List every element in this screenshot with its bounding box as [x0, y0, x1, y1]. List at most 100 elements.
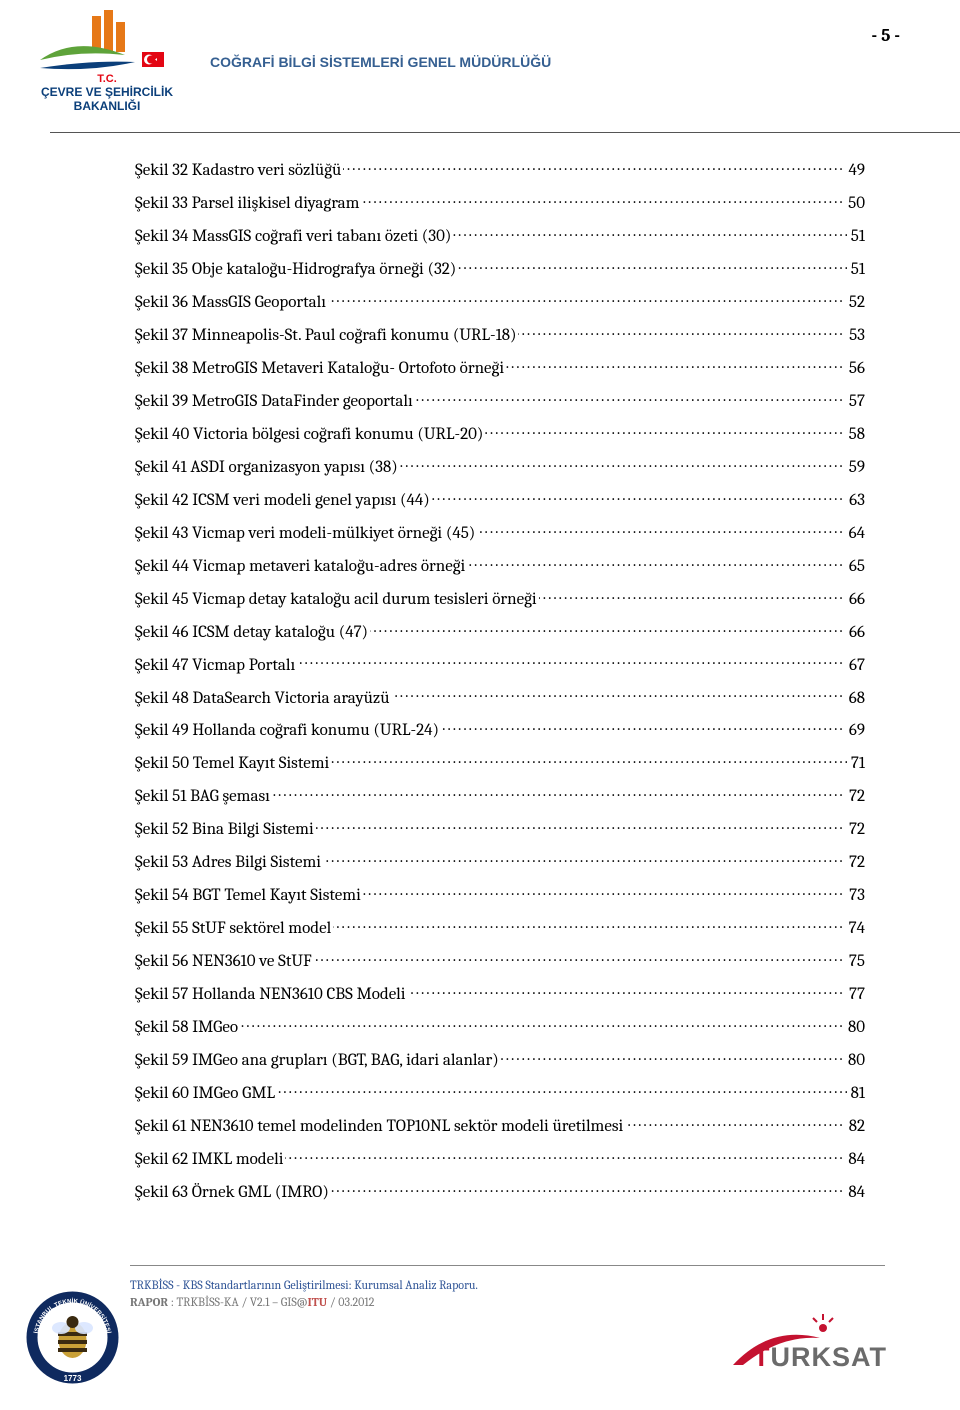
toc-entry[interactable]: 51Şekil 34 MassGIS coğrafi veri tabanı ö… [135, 221, 865, 254]
toc-page: 84 [844, 1144, 865, 1177]
toc-page: 53 [845, 320, 865, 353]
header-title: COĞRAFİ BİLGİ SİSTEMLERİ GENEL MÜDÜRLÜĞÜ [210, 54, 551, 70]
toc-page: 51 [847, 221, 865, 254]
toc-entry[interactable]: 69Şekil 49 Hollanda coğrafi konumu (URL-… [135, 715, 865, 748]
toc-page: 50 [844, 188, 865, 221]
toc-label: Şekil 57 Hollanda NEN3610 CBS Modeli [135, 985, 408, 1004]
svg-text:BAKANLIĞI: BAKANLIĞI [74, 98, 141, 113]
toc-entry[interactable]: 51 Şekil 35 Obje kataloğu-Hidrografya örn… [135, 254, 865, 287]
toc-entry[interactable]: 73Şekil 54 BGT Temel Kayıt Sistemi......… [135, 880, 865, 913]
toc-page: 77 [845, 979, 865, 1012]
toc-page: 66 [845, 584, 865, 617]
toc-label: Şekil 59 IMGeo ana grupları (BGT, BAG, i… [135, 1051, 501, 1070]
toc-label: Şekil 38 MetroGIS Metaveri Kataloğu- Ort… [135, 359, 506, 378]
toc-entry[interactable]: 52Şekil 36 MassGIS Geoportalı...........… [135, 287, 865, 320]
toc-entry[interactable]: 72Şekil 53 Adres Bilgi Sistemi..........… [135, 847, 865, 880]
rapor-label: RAPOR [130, 1295, 168, 1309]
toc-label: Şekil 33 Parsel ilişkisel diyagram [135, 194, 361, 213]
toc-entry[interactable]: 67Şekil 47 Vicmap Portalı...............… [135, 650, 865, 683]
toc-label: Şekil 43 Vicmap veri modeli-mülkiyet örn… [135, 524, 477, 543]
toc-page: 82 [845, 1111, 865, 1144]
toc-page: 68 [845, 683, 865, 716]
toc-label: Şekil 45 Vicmap detay kataloğu acil duru… [135, 590, 539, 609]
page-header: T.C. ÇEVRE VE ŞEHİRCİLİK BAKANLIĞI COĞRA… [0, 0, 960, 140]
toc-label: Şekil 50 Temel Kayıt Sistemi [135, 754, 331, 773]
toc-entry[interactable]: 66 Şekil 45 Vicmap detay kataloğu acil du… [135, 584, 865, 617]
toc-entry[interactable]: 75Şekil 56 NEN3610 ve StUF..............… [135, 946, 865, 979]
ministry-logo: T.C. ÇEVRE VE ŞEHİRCİLİK BAKANLIĞI [20, 10, 195, 125]
toc-page: 49 [845, 155, 866, 188]
toc-entry[interactable]: 80Şekil 58 IMGeo........................… [135, 1012, 865, 1045]
toc-label: Şekil 48 DataSearch Victoria arayüzü [135, 689, 392, 708]
itu-logo: İSTANBUL TEKNİK ÜNİVERSİTESİ 1773 [25, 1290, 120, 1385]
toc-page: 72 [845, 814, 865, 847]
toc-entry[interactable]: 53 Şekil 37 Minneapolis-St. Paul coğrafi … [135, 320, 865, 353]
toc-label: Şekil 40 Victoria bölgesi coğrafi konumu… [135, 425, 485, 444]
toc-page: 72 [845, 781, 865, 814]
toc-entry[interactable]: 57 Şekil 39 MetroGIS DataFinder geoportal… [135, 386, 865, 419]
toc-page: 81 [847, 1078, 865, 1111]
svg-text:T.C.: T.C. [97, 73, 117, 85]
toc-label: Şekil 52 Bina Bilgi Sistemi [135, 820, 316, 839]
toc-entry[interactable]: 82Şekil 61 NEN3610 temel modelinden TOP1… [135, 1111, 865, 1144]
toc-page: 56 [845, 353, 865, 386]
page: T.C. ÇEVRE VE ŞEHİRCİLİK BAKANLIĞI COĞRA… [0, 0, 960, 1410]
toc-label: Şekil 41 ASDI organizasyon yapısı (38) [135, 458, 400, 477]
toc-entry[interactable]: 63Şekil 42 ICSM veri modeli genel yapısı… [135, 485, 865, 518]
toc-entry[interactable]: 77Şekil 57 Hollanda NEN3610 CBS Modeli..… [135, 979, 865, 1012]
toc-label: Şekil 35 Obje kataloğu-Hidrografya örneğ… [135, 260, 458, 279]
toc-dots: ........................................… [135, 1012, 865, 1038]
toc-entry[interactable]: 65Şekil 44 Vicmap metaveri kataloğu-adre… [135, 551, 865, 584]
toc-entry[interactable]: 80 Şekil 59 IMGeo ana grupları (BGT, BAG,… [135, 1045, 865, 1078]
toc-page: 67 [845, 650, 865, 683]
toc-page: 58 [845, 419, 865, 452]
svg-text:ÇEVRE VE ŞEHİRCİLİK: ÇEVRE VE ŞEHİRCİLİK [41, 84, 173, 99]
toc-page: 51 [847, 254, 865, 287]
footer-text: TRKBİSS - KBS Standartlarının Geliştiril… [130, 1277, 478, 1311]
toc-page: 74 [845, 913, 865, 946]
toc-label: Şekil 54 BGT Temel Kayıt Sistemi [135, 886, 363, 905]
svg-text:1773: 1773 [64, 1374, 82, 1383]
toc-entry[interactable]: 66Şekil 46 ICSM detay kataloğu (47).....… [135, 617, 865, 650]
toc-label: Şekil 39 MetroGIS DataFinder geoportalı [135, 392, 415, 411]
toc-page: 84 [844, 1177, 865, 1210]
toc-label: Şekil 55 StUF sektörel model [135, 919, 333, 938]
page-footer: TRKBİSS - KBS Standartlarının Geliştiril… [0, 1265, 960, 1375]
rapor-text: : TRKBİSS-KA / V2.1 – GIS@ [168, 1295, 307, 1309]
toc-entry[interactable]: 84Şekil 62 IMKL modeli..................… [135, 1144, 865, 1177]
toc-entry[interactable]: 71Şekil 50 Temel Kayıt Sistemi..........… [135, 748, 865, 781]
toc-entry[interactable]: 59Şekil 41 ASDI organizasyon yapısı (38)… [135, 452, 865, 485]
toc-entry[interactable]: 50Şekil 33 Parsel ilişkisel diyagram....… [135, 188, 865, 221]
toc-page: 57 [845, 386, 865, 419]
toc-entry[interactable]: 49Şekil 32 Kadastro veri sözlüğü........… [135, 155, 865, 188]
toc-entry[interactable]: 64 Şekil 43 Vicmap veri modeli-mülkiyet ö… [135, 518, 865, 551]
toc-label: Şekil 37 Minneapolis-St. Paul coğrafi ko… [135, 326, 518, 345]
toc-entry[interactable]: 84Şekil 63 Örnek GML (IMRO).............… [135, 1177, 865, 1210]
itu-text: ITU [307, 1295, 327, 1309]
toc-page: 52 [845, 287, 865, 320]
toc-label: Şekil 47 Vicmap Portalı [135, 656, 297, 675]
toc-list: 49Şekil 32 Kadastro veri sözlüğü........… [0, 140, 960, 1210]
toc-page: 69 [845, 715, 865, 748]
toc-page: 71 [847, 748, 865, 781]
toc-page: 63 [845, 485, 865, 518]
toc-entry[interactable]: 68Şekil 48 DataSearch Victoria arayüzü..… [135, 683, 865, 716]
toc-label: Şekil 58 IMGeo [135, 1018, 240, 1037]
toc-label: Şekil 51 BAG şeması [135, 787, 272, 806]
toc-label: Şekil 53 Adres Bilgi Sistemi [135, 853, 323, 872]
toc-entry[interactable]: 58 Şekil 40 Victoria bölgesi coğrafi konu… [135, 419, 865, 452]
toc-page: 75 [845, 946, 865, 979]
toc-entry[interactable]: 72Şekil 52 Bina Bilgi Sistemi...........… [135, 814, 865, 847]
toc-entry[interactable]: 74Şekil 55 StUF sektörel model..........… [135, 913, 865, 946]
page-number: - 5 - [872, 25, 900, 46]
toc-entry[interactable]: 56 Şekil 38 MetroGIS Metaveri Kataloğu- O… [135, 353, 865, 386]
toc-page: 80 [844, 1045, 865, 1078]
toc-entry[interactable]: 72Şekil 51 BAG şeması...................… [135, 781, 865, 814]
toc-page: 64 [845, 518, 865, 551]
toc-page: 66 [845, 617, 865, 650]
turksat-logo: TURKSAT [725, 1310, 905, 1380]
toc-page: 73 [845, 880, 865, 913]
toc-entry[interactable]: 81Şekil 60 IMGeo GML....................… [135, 1078, 865, 1111]
toc-label: Şekil 36 MassGIS Geoportalı [135, 293, 328, 312]
footer-rule [130, 1265, 885, 1266]
